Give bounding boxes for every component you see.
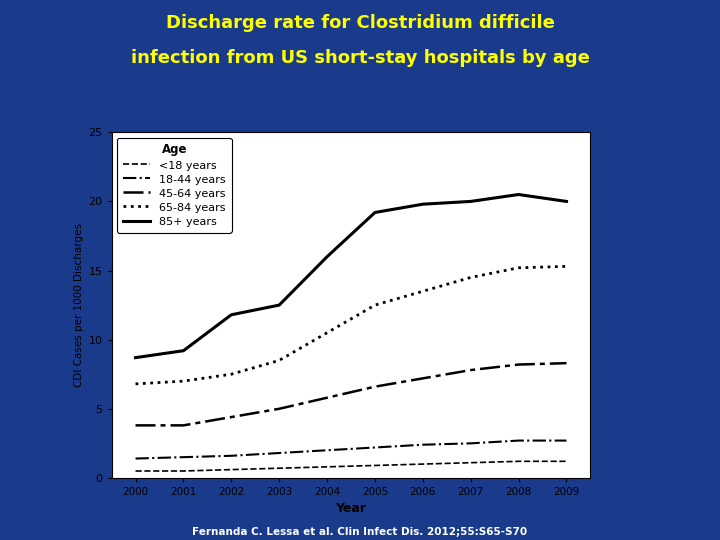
- Legend: <18 years, 18-44 years, 45-64 years, 65-84 years, 85+ years: <18 years, 18-44 years, 45-64 years, 65-…: [117, 138, 232, 233]
- Text: Discharge rate for Clostridium difficile: Discharge rate for Clostridium difficile: [166, 14, 554, 31]
- Y-axis label: CDI Cases per 1000 Discharges: CDI Cases per 1000 Discharges: [74, 223, 84, 387]
- X-axis label: Year: Year: [336, 503, 366, 516]
- Text: Fernanda C. Lessa et al. Clin Infect Dis. 2012;55:S65-S70: Fernanda C. Lessa et al. Clin Infect Dis…: [192, 527, 528, 537]
- Text: infection from US short-stay hospitals by age: infection from US short-stay hospitals b…: [130, 49, 590, 66]
